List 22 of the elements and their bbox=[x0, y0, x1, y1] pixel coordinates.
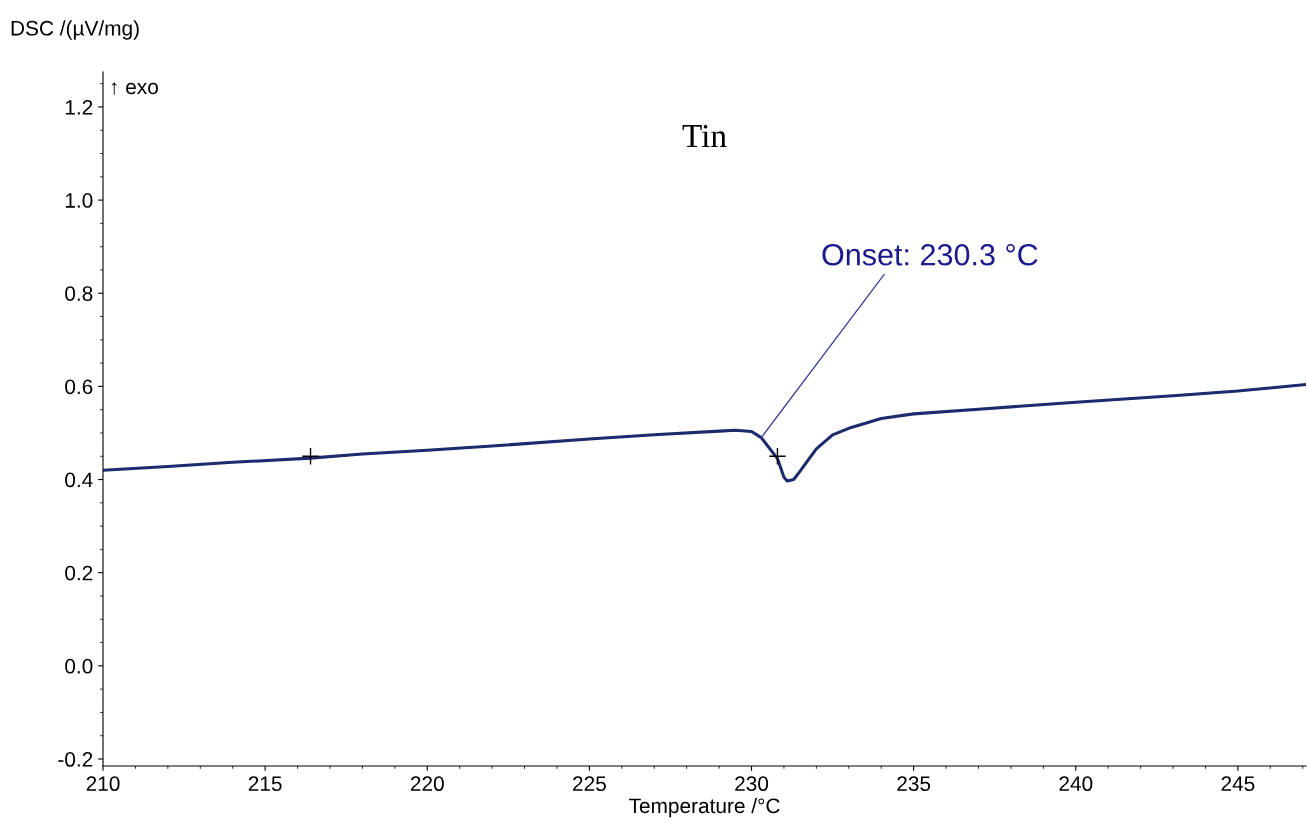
y-tick-label: -0.2 bbox=[58, 752, 93, 767]
y-tick-label: 0.6 bbox=[65, 379, 93, 395]
text: Tin bbox=[682, 124, 727, 147]
y-axis-title: DSC /(µV/mg) bbox=[11, 20, 139, 40]
y-tick-label: 1.2 bbox=[65, 99, 93, 115]
x-tick-label: 240 bbox=[1059, 776, 1093, 792]
x-tick-label: 230 bbox=[735, 776, 769, 792]
y-tick-label: 0.2 bbox=[65, 565, 93, 581]
x-tick-label: 245 bbox=[1221, 776, 1255, 792]
x-axis-title: Temperature /°C bbox=[629, 797, 780, 818]
x-tick-label: 210 bbox=[86, 776, 120, 792]
y-tick-label: 0.8 bbox=[65, 286, 93, 301]
x-tick-label: 225 bbox=[573, 776, 606, 792]
y-tick-label: 1.0 bbox=[65, 193, 93, 208]
y-tick-label: 0.0 bbox=[65, 658, 93, 674]
annotation: Onset: 230.3 °C bbox=[822, 243, 1038, 266]
x-tick-label: 235 bbox=[897, 776, 931, 792]
annotation: ↑ exo bbox=[111, 82, 158, 95]
x-tick-label: 220 bbox=[410, 776, 444, 792]
x-tick-label: 215 bbox=[248, 776, 282, 792]
line-series bbox=[103, 383, 1306, 483]
y-tick-label: 0.4 bbox=[65, 472, 93, 488]
